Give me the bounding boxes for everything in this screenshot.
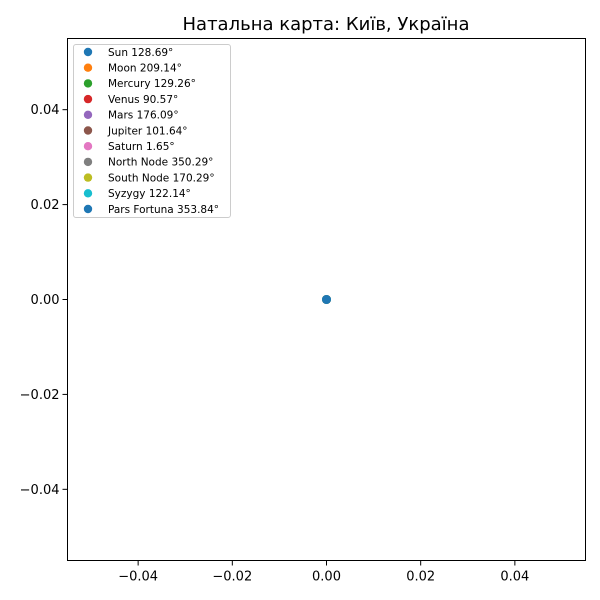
legend-label: South Node 170.29° <box>108 172 215 184</box>
legend-item: Venus 90.57° <box>83 94 178 106</box>
legend-label: North Node 350.29° <box>108 157 213 169</box>
legend-item: Mars 176.09° <box>83 110 179 122</box>
legend-marker <box>83 204 93 214</box>
x-tick-label: −0.02 <box>212 570 252 585</box>
y-tick-label: 0.04 <box>31 103 60 118</box>
chart-title: Натальна карта: Київ, Україна <box>183 14 470 35</box>
legend-item: South Node 170.29° <box>83 172 215 184</box>
legend-label: Jupiter 101.64° <box>107 125 188 137</box>
legend-label: Moon 209.14° <box>108 63 182 75</box>
x-axis: −0.04 −0.02 0.00 0.02 0.04 <box>118 560 529 585</box>
legend-marker <box>83 63 93 72</box>
legend-marker <box>83 173 93 182</box>
legend-frame <box>73 44 231 218</box>
legend-marker <box>83 110 93 120</box>
plot-area-frame <box>67 38 586 561</box>
y-tick-label: 0.02 <box>31 198 60 213</box>
legend-label: Mars 176.09° <box>108 110 179 122</box>
x-tick-label: −0.04 <box>118 570 158 585</box>
legend-label: Saturn 1.65° <box>108 141 175 153</box>
x-tick-label: 0.02 <box>406 570 435 585</box>
legend-label: Mercury 129.26° <box>108 78 196 90</box>
legend-marker <box>83 47 93 57</box>
legend-item: Syzygy 122.14° <box>83 188 191 200</box>
legend-marker <box>83 189 93 198</box>
legend-label: Sun 128.69° <box>108 47 173 59</box>
legend-item: Mercury 129.26° <box>83 78 196 90</box>
legend-item: Jupiter 101.64° <box>83 125 188 137</box>
legend-label: Syzygy 122.14° <box>108 188 191 200</box>
legend: Sun 128.69° Moon 209.14° Mercury 129.26° Ve… <box>73 44 231 218</box>
legend-label: Venus 90.57° <box>108 94 178 106</box>
data-points <box>322 295 331 304</box>
legend-item: Moon 209.14° <box>83 63 182 75</box>
y-axis: 0.04 0.02 0.00 −0.02 −0.04 <box>20 103 68 498</box>
y-tick-label: −0.04 <box>20 483 60 498</box>
legend-item: North Node 350.29° <box>83 157 213 169</box>
x-tick-label: 0.04 <box>500 570 529 585</box>
legend-marker <box>83 94 93 104</box>
data-point-11 <box>322 295 331 304</box>
legend-marker <box>83 142 93 151</box>
y-tick-label: 0.00 <box>31 293 60 308</box>
legend-item: Sun 128.69° <box>83 47 173 59</box>
legend-marker <box>83 79 93 88</box>
y-tick-label: −0.02 <box>20 388 60 403</box>
legend-item: Pars Fortuna 353.84° <box>83 204 219 216</box>
legend-item: Saturn 1.65° <box>83 141 175 153</box>
legend-marker <box>83 157 93 167</box>
x-tick-label: 0.00 <box>312 570 341 585</box>
legend-marker <box>83 126 93 135</box>
legend-label: Pars Fortuna 353.84° <box>108 204 219 216</box>
